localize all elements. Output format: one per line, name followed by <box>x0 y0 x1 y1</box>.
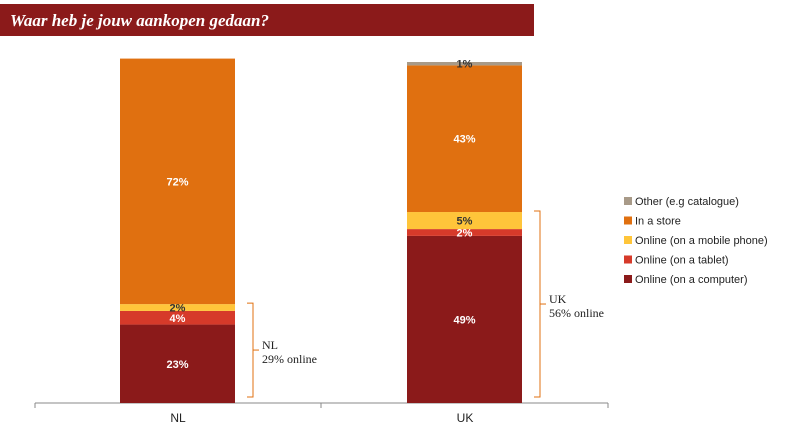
data-label: 1% <box>457 59 473 71</box>
bar-uk-online-on-a-computer <box>407 235 522 403</box>
legend-item-other-e-g-catalogue: Other (e.g catalogue) <box>635 196 739 208</box>
bar-nl-in-a-store <box>120 58 235 305</box>
data-label: 23% <box>166 359 188 371</box>
data-label: 5% <box>457 216 473 228</box>
x-tick-label: NL <box>170 411 186 425</box>
legend-swatch-other-e-g-catalogue <box>624 197 632 205</box>
bar-uk-other-e-g-catalogue <box>407 62 522 66</box>
legend-item-online-on-a-mobile-phone: Online (on a mobile phone) <box>635 235 768 247</box>
chart-title: Waar heb je jouw aankopen gedaan? <box>10 11 269 30</box>
bar-uk-in-a-store <box>407 65 522 213</box>
bar-uk-online-on-a-tablet <box>407 229 522 236</box>
annotation-online-share: 56% online <box>549 306 604 320</box>
legend-swatch-online-on-a-mobile-phone <box>624 236 632 244</box>
online-bracket-uk <box>534 210 541 398</box>
legend-item-online-on-a-tablet: Online (on a tablet) <box>635 255 729 267</box>
legend-swatch-online-on-a-tablet <box>624 255 632 264</box>
legend-swatch-online-on-a-computer <box>624 275 632 283</box>
annotation-region: NL <box>262 338 278 352</box>
legend-item-online-on-a-computer: Online (on a computer) <box>635 274 748 286</box>
bar-nl-online-on-a-tablet <box>120 310 235 325</box>
annotation-online-share: 29% online <box>262 352 317 366</box>
data-label: 2% <box>170 303 186 315</box>
bar-nl-online-on-a-computer <box>120 324 235 403</box>
data-label: 49% <box>453 314 475 326</box>
data-label: 4% <box>170 313 186 325</box>
legend-swatch-in-a-store <box>624 216 632 225</box>
data-label: 72% <box>166 176 188 188</box>
online-bracket-nl <box>247 302 254 398</box>
title-bar: Waar heb je jouw aankopen gedaan? <box>0 4 534 36</box>
x-tick-label: UK <box>457 411 474 425</box>
legend-item-in-a-store: In a store <box>635 216 681 228</box>
data-label: 43% <box>453 134 475 146</box>
bar-uk-online-on-a-mobile-phone <box>407 212 522 230</box>
data-label: 2% <box>457 228 473 240</box>
annotation-region: UK <box>549 292 567 306</box>
bar-nl-online-on-a-mobile-phone <box>120 304 235 311</box>
